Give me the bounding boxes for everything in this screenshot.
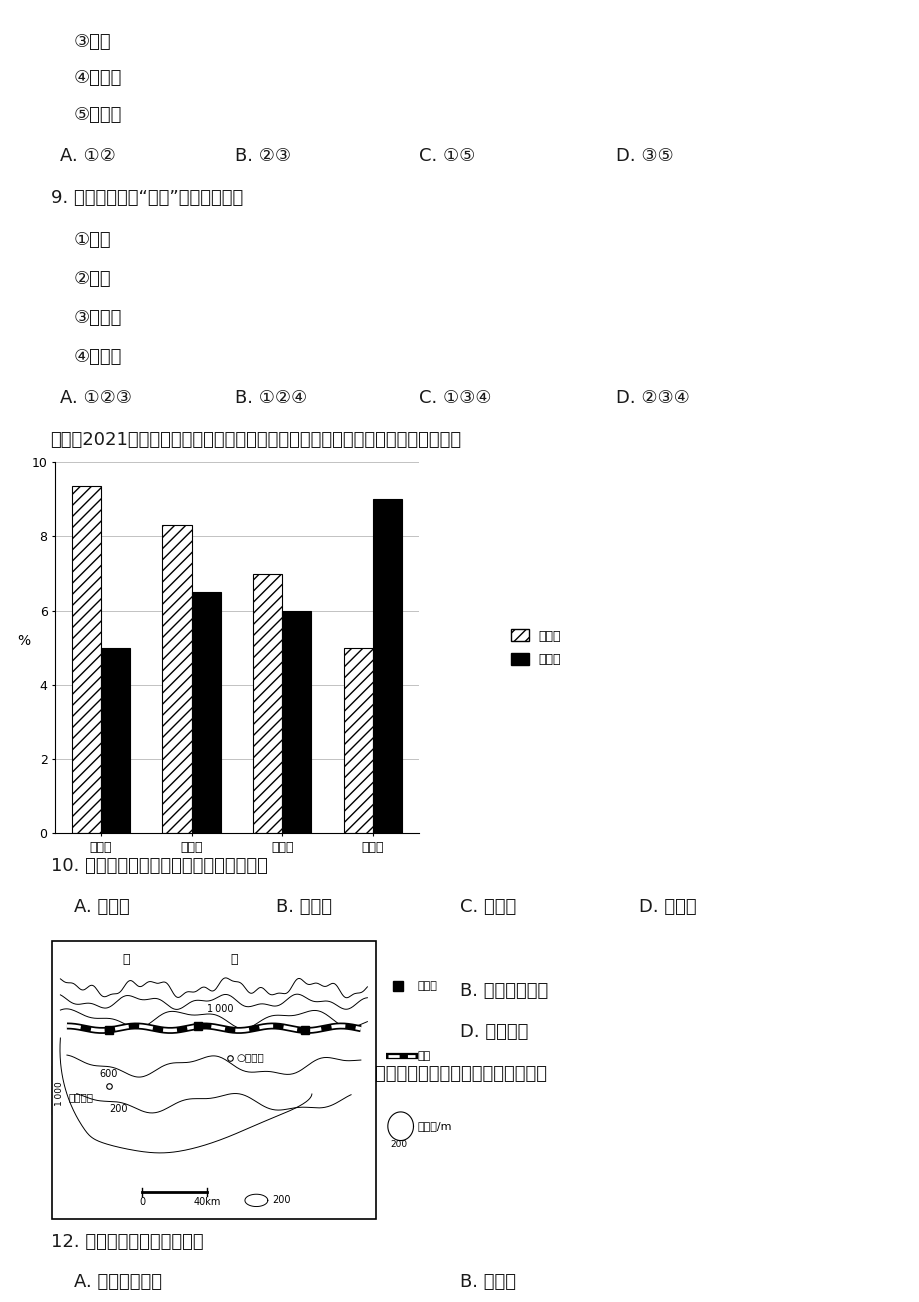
Text: A. 广东省: A. 广东省: [74, 898, 130, 917]
Text: 12. 图示铁路段位于（　　）: 12. 图示铁路段位于（ ）: [51, 1233, 203, 1251]
Text: A. ①②③: A. ①②③: [60, 389, 131, 408]
Bar: [253, 573, 282, 833]
Text: 兰新铁路修建于20世纪50年代，东起兰州市，西至乌鲁木齐市。如图为兰新铁路某段线路示意图，该: 兰新铁路修建于20世纪50年代，东起兰州市，西至乌鲁木齐市。如图为兰新铁路某段线…: [51, 1065, 547, 1083]
Text: 200: 200: [272, 1195, 291, 1206]
Text: 段线路主要沿等高线修建。据此完成各小题。: 段线路主要沿等高线修建。据此完成各小题。: [51, 1098, 266, 1116]
Text: 200: 200: [109, 1104, 128, 1115]
Text: 铁路: 铁路: [417, 1051, 431, 1061]
Text: B. 甘肃省: B. 甘肃省: [460, 1273, 516, 1292]
Bar: [101, 647, 130, 833]
Text: 40km: 40km: [194, 1197, 221, 1207]
Text: C. ①③④: C. ①③④: [418, 389, 491, 408]
Text: 天: 天: [122, 953, 130, 966]
Text: B. 环境压力增大: B. 环境压力增大: [460, 982, 548, 1000]
Y-axis label: %: %: [17, 634, 30, 648]
Text: 200: 200: [390, 1141, 406, 1150]
Bar: [72, 487, 101, 833]
Text: 1 000: 1 000: [55, 1082, 64, 1107]
Bar: [344, 647, 372, 833]
Text: 9. 三江源地区的“三江”是指（　　）: 9. 三江源地区的“三江”是指（ ）: [51, 189, 243, 207]
Bar: [191, 592, 221, 833]
Text: D. 辽宁省: D. 辽宁省: [639, 898, 697, 917]
Text: ①黄河: ①黄河: [74, 230, 111, 249]
Text: ③澞沧江: ③澞沧江: [74, 309, 122, 327]
Text: 等高线/m: 等高线/m: [417, 1121, 452, 1131]
Text: B. ②③: B. ②③: [234, 147, 290, 165]
Text: 600: 600: [99, 1069, 118, 1079]
Text: 0: 0: [139, 1197, 145, 1207]
Text: B. 福建省: B. 福建省: [276, 898, 332, 917]
Text: D. ②③④: D. ②③④: [616, 389, 689, 408]
Text: C. 交通压力增大: C. 交通压力增大: [74, 1023, 162, 1042]
Text: ⑤菠萝饭: ⑤菠萝饭: [74, 105, 122, 124]
Text: 吐鲁番市: 吐鲁番市: [69, 1092, 94, 1101]
Text: A. ①②: A. ①②: [60, 147, 116, 165]
Text: D. ③⑤: D. ③⑤: [616, 147, 674, 165]
Text: C. ①⑤: C. ①⑤: [418, 147, 474, 165]
Text: ④酥油茶: ④酥油茶: [74, 69, 122, 87]
Bar: [372, 499, 402, 833]
Text: A. 国防兵力不足: A. 国防兵力不足: [74, 982, 162, 1000]
Text: B. ①②④: B. ①②④: [234, 389, 306, 408]
Text: ③糯粑: ③糯粑: [74, 33, 111, 51]
Text: ②长江: ②长江: [74, 270, 111, 288]
Text: 10. 图中四省人口出现负增长的是（　　）: 10. 图中四省人口出现负增长的是（ ）: [51, 857, 267, 875]
Bar: [163, 525, 191, 833]
Text: C. 浙江省: C. 浙江省: [460, 898, 516, 917]
Text: A. 内蒙古自治区: A. 内蒙古自治区: [74, 1273, 162, 1292]
Text: 1 000: 1 000: [207, 1004, 233, 1014]
Text: 山: 山: [230, 953, 237, 966]
Text: D. 资源短缺: D. 资源短缺: [460, 1023, 528, 1042]
Text: ○鄯善县: ○鄯善县: [236, 1052, 265, 1062]
Text: 如图为2021年我国四个省级行政区人口出生率和死亡率示意图，据此完成各小题。: 如图为2021年我国四个省级行政区人口出生率和死亡率示意图，据此完成各小题。: [51, 431, 461, 449]
Legend: 出生率, 死亡率: 出生率, 死亡率: [507, 626, 564, 669]
Text: ④黑龙江: ④黑龙江: [74, 348, 122, 366]
Text: 11. 人口负增长带来的不利影响有（　　）: 11. 人口负增长带来的不利影响有（ ）: [51, 940, 267, 958]
Text: 火车站: 火车站: [417, 980, 437, 991]
Bar: [282, 611, 311, 833]
